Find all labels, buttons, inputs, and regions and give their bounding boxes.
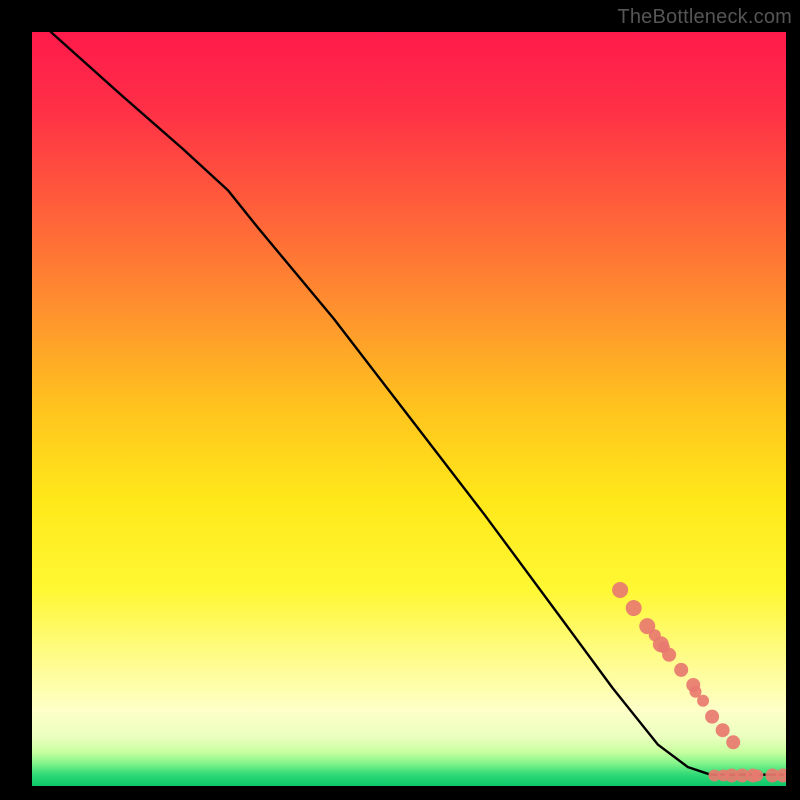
chart-frame: TheBottleneck.com [0, 0, 800, 800]
plot-area [32, 32, 786, 786]
marker-dot [662, 648, 676, 662]
bottleneck-chart [32, 32, 786, 786]
marker-dot [674, 663, 688, 677]
marker-dot [726, 735, 740, 749]
marker-dot [612, 582, 628, 598]
watermark-text: TheBottleneck.com [617, 6, 792, 29]
marker-dot [705, 710, 719, 724]
marker-dot [716, 723, 730, 737]
chart-background [32, 32, 786, 786]
marker-dot [649, 629, 661, 641]
marker-dot [751, 769, 763, 781]
marker-dot [697, 695, 709, 707]
marker-dot [626, 600, 642, 616]
